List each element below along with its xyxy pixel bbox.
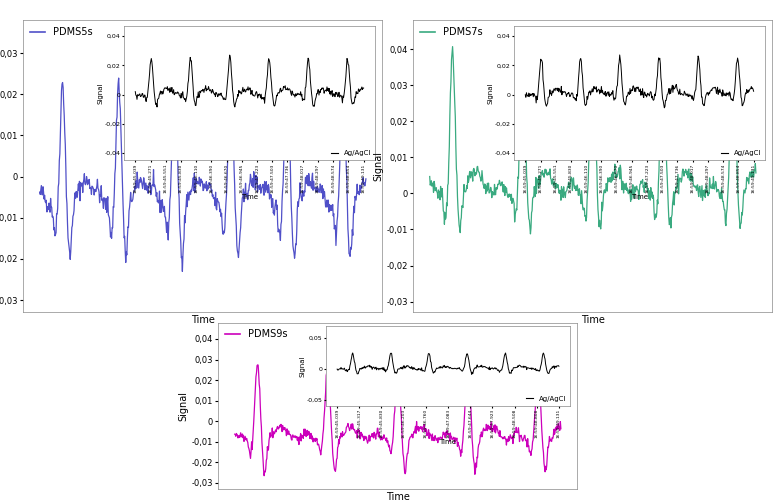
Y-axis label: Signal: Signal: [179, 391, 189, 421]
X-axis label: Time: Time: [191, 316, 214, 325]
X-axis label: Time: Time: [386, 492, 410, 501]
Legend: PDMS5s: PDMS5s: [28, 25, 94, 39]
Legend: PDMS9s: PDMS9s: [223, 328, 289, 341]
X-axis label: Time: Time: [581, 316, 604, 325]
Legend: PDMS7s: PDMS7s: [418, 25, 484, 39]
Y-axis label: Signal: Signal: [374, 151, 384, 181]
